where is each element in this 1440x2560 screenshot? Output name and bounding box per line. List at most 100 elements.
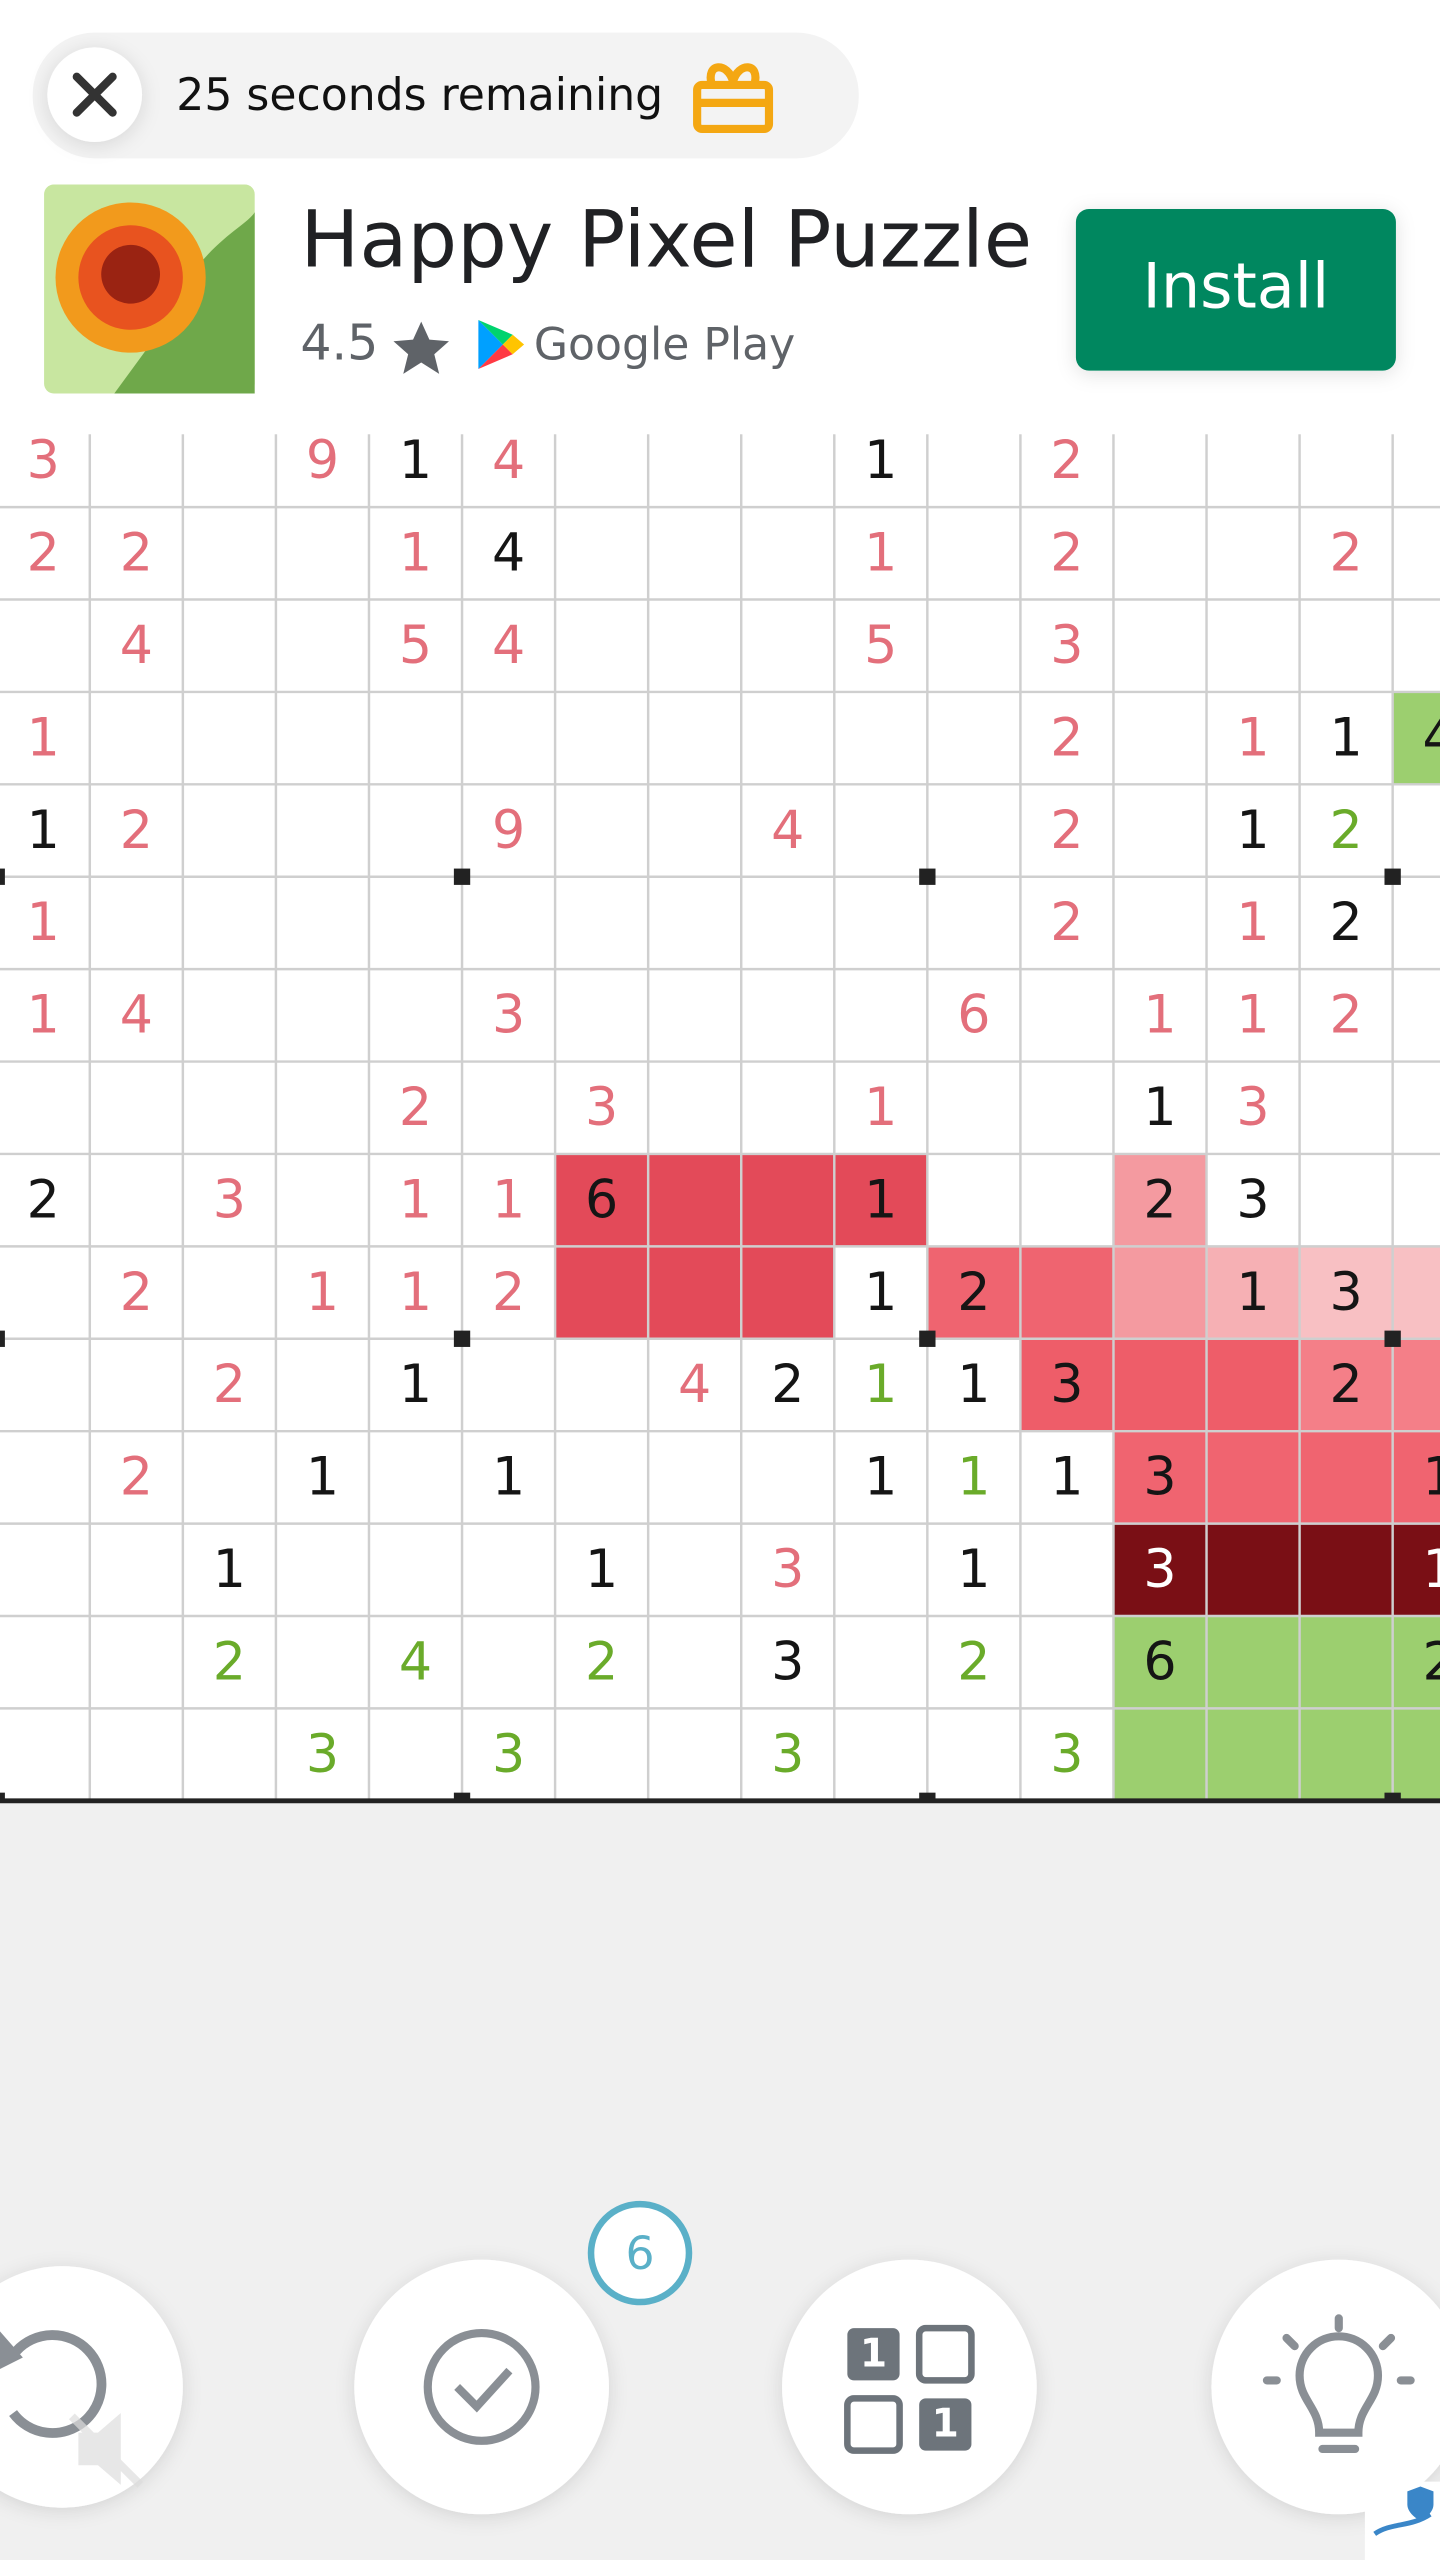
cell-number: 5 [864, 616, 897, 676]
cell-number: 1 [1050, 1448, 1083, 1508]
cell-number: 3 [1050, 1725, 1083, 1785]
section-dot [0, 1330, 5, 1347]
filled-cell [1206, 1708, 1301, 1802]
cell-number: 6 [1143, 1632, 1176, 1692]
cell-number: 3 [306, 1725, 339, 1785]
cell-number: 1 [1423, 1540, 1440, 1600]
countdown-pill [32, 32, 859, 159]
section-dot [1384, 868, 1401, 885]
cell-number: 4 [492, 524, 525, 584]
cell-number: 1 [864, 524, 897, 584]
install-button[interactable] [1075, 208, 1396, 371]
cell-number: 1 [864, 1170, 897, 1230]
check-button[interactable] [354, 2259, 609, 2515]
cell-number: 1 [1423, 1448, 1440, 1508]
cell-number: 2 [1050, 431, 1083, 491]
cell-number: 2 [1330, 801, 1363, 861]
filled-cell [1020, 1246, 1115, 1340]
undo-button[interactable] [0, 2266, 183, 2508]
cell-number: 4 [678, 1355, 711, 1415]
cell-number: 2 [1050, 801, 1083, 861]
cell-number: 1 [27, 893, 60, 953]
cell-number: 1 [492, 1170, 525, 1230]
cell-number: 1 [399, 1170, 432, 1230]
rating-star [393, 321, 449, 374]
cell-number: 4 [399, 1632, 432, 1692]
filled-cell [648, 1246, 743, 1340]
filled-cell [1299, 1616, 1394, 1710]
filled-cell [1113, 1708, 1208, 1802]
cell-number: 3 [492, 986, 525, 1046]
section-dot [453, 868, 471, 885]
cell-number: 2 [120, 1263, 153, 1323]
filled-cell [1299, 1523, 1394, 1617]
fill-icon-digit: 1 [860, 2331, 887, 2376]
cell-number: 2 [399, 1078, 432, 1138]
filled-cell [1113, 1338, 1208, 1432]
cell-number: 3 [771, 1725, 804, 1785]
cell-number: 2 [27, 524, 60, 584]
cell-number: 2 [213, 1355, 246, 1415]
install-label: Install [1143, 250, 1330, 323]
filled-cell [927, 1246, 1022, 1340]
cell-number: 1 [399, 1355, 432, 1415]
filled-cell [1206, 1338, 1301, 1432]
cell-number: 9 [306, 431, 339, 491]
filled-cell [1392, 1246, 1440, 1340]
cell-number: 4 [120, 616, 153, 676]
filled-cell [1392, 1616, 1440, 1710]
cell-number: 2 [585, 1632, 618, 1692]
cell-number: 1 [585, 1540, 618, 1600]
cell-number: 2 [1050, 524, 1083, 584]
cell-number: 1 [957, 1540, 990, 1600]
mute-icon [68, 2413, 144, 2488]
cell-number: 9 [492, 801, 525, 861]
countdown-text: 25 seconds remaining [176, 70, 663, 121]
cell-number: 1 [399, 431, 432, 491]
filled-cell [1392, 1708, 1440, 1802]
filled-cell [1113, 1616, 1208, 1710]
cell-number: 3 [1236, 1170, 1269, 1230]
filled-cell [1206, 1523, 1301, 1617]
cell-number: 3 [1236, 1078, 1269, 1138]
cell-number: 2 [957, 1263, 990, 1323]
cell-number: 3 [1050, 616, 1083, 676]
store-name: Google Play [534, 320, 795, 371]
cell-number: 2 [1330, 524, 1363, 584]
filled-cell [1113, 1523, 1208, 1617]
cell-number: 1 [1236, 1263, 1269, 1323]
filled-cell [1392, 691, 1440, 786]
cell-number: 1 [492, 1448, 525, 1508]
cell-number: 1 [27, 986, 60, 1046]
puzzle-grid: 3914122214122454531211412942121212143611… [0, 406, 1440, 1809]
filled-cell [555, 1153, 649, 1248]
cell-number: 3 [771, 1632, 804, 1692]
privacy-icon[interactable] [1364, 2481, 1440, 2560]
cell-number: 1 [864, 431, 897, 491]
cell-number: 3 [1143, 1448, 1176, 1508]
cell-number: 5 [399, 616, 432, 676]
cell-number: 2 [213, 1632, 246, 1692]
section-dot [919, 868, 936, 885]
cell-number: 1 [27, 801, 60, 861]
cell-number: 6 [957, 986, 990, 1046]
filled-cell [1299, 1246, 1394, 1340]
fill-icon-digit: 1 [932, 2402, 959, 2447]
filled-cell [1020, 1338, 1115, 1432]
cell-number: 2 [27, 1170, 60, 1230]
filled-cell [741, 1246, 836, 1340]
cell-number: 2 [120, 1448, 153, 1508]
filled-cell [1113, 1153, 1208, 1248]
cell-number: 1 [864, 1448, 897, 1508]
cell-number: 4 [771, 801, 804, 861]
filled-cell [555, 1246, 649, 1340]
app-name: Happy Pixel Puzzle [300, 194, 1032, 285]
section-dot [1384, 1330, 1401, 1347]
cell-number: 2 [1050, 893, 1083, 953]
fill-button[interactable] [782, 2259, 1037, 2515]
hint-button[interactable] [1211, 2259, 1440, 2515]
cell-number: 1 [1236, 801, 1269, 861]
hint-icon [1262, 2314, 1415, 2454]
cell-number: 4 [1423, 708, 1440, 768]
cell-number: 1 [957, 1355, 990, 1415]
